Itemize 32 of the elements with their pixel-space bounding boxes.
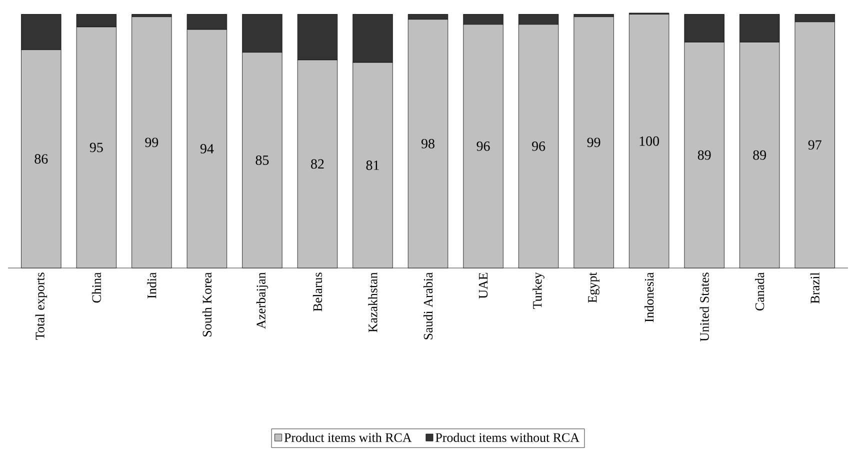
data-label: 96 — [476, 142, 490, 151]
x-tick-label: India — [147, 272, 156, 298]
legend-label: Product items with RCA — [284, 432, 412, 442]
x-tick-label: Total exports — [35, 272, 48, 340]
x-tick-label: South Korea — [202, 272, 212, 336]
data-label: 95 — [90, 142, 103, 152]
x-tick-label: Azerbaijan — [256, 272, 268, 329]
x-tick-label: United States — [700, 272, 709, 342]
data-label: 81 — [366, 160, 379, 170]
data-label: 89 — [753, 150, 766, 160]
data-label: 94 — [200, 144, 214, 154]
data-label: 96 — [532, 142, 546, 151]
data-label: 89 — [698, 150, 711, 160]
x-tick-label: UAE — [478, 272, 488, 299]
legend-label: Product items without RCA — [436, 432, 580, 442]
x-tick-label: Saudi Arabia — [423, 272, 433, 340]
x-tick-label: Belarus — [312, 272, 322, 312]
x-tick-label: Kazakhstan — [368, 272, 378, 332]
data-label: 82 — [311, 159, 324, 169]
x-tick-label: Turkey — [532, 272, 544, 309]
data-label: 97 — [808, 140, 822, 150]
data-label: 100 — [640, 136, 659, 146]
x-tick-label: Egypt — [588, 272, 600, 303]
data-label: 99 — [145, 138, 158, 148]
x-tick-label: Canada — [755, 272, 764, 310]
x-tick-label: China — [92, 272, 101, 303]
data-label: 98 — [421, 138, 434, 148]
data-label: 86 — [34, 154, 48, 164]
x-tick-label: Brazil — [810, 272, 820, 304]
x-tick-label: Indonesia — [644, 272, 654, 322]
data-label: 99 — [587, 138, 600, 148]
data-label: 85 — [256, 155, 269, 165]
